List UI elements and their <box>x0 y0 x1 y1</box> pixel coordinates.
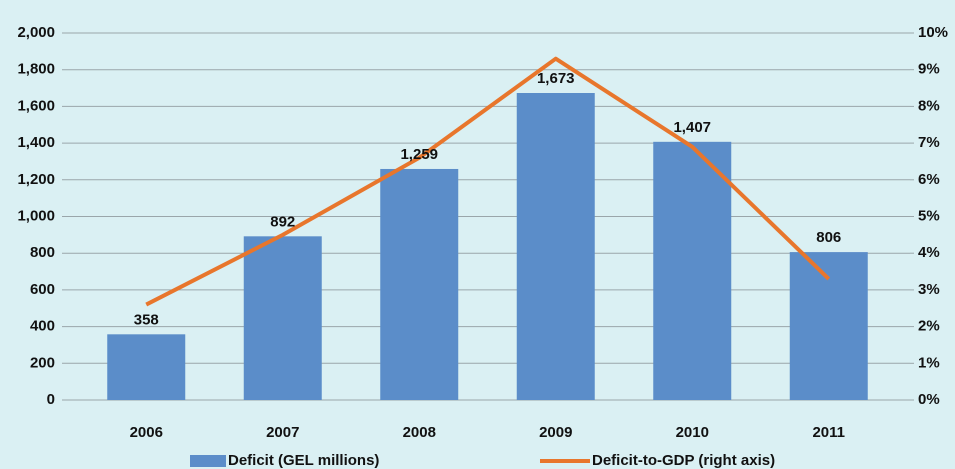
y2-tick-label: 1% <box>918 354 940 371</box>
x-tick-label: 2007 <box>266 424 299 441</box>
legend-label: Deficit (GEL millions) <box>228 452 379 469</box>
y-tick-label: 0 <box>47 391 55 408</box>
y2-tick-label: 10% <box>918 24 948 41</box>
bar <box>789 252 868 400</box>
y-tick-label: 1,800 <box>17 61 55 78</box>
y-tick-label: 200 <box>30 354 55 371</box>
data-label: 1,259 <box>400 146 438 163</box>
y-tick-label: 1,600 <box>17 97 55 114</box>
data-label: 892 <box>270 213 295 230</box>
x-tick-label: 2008 <box>403 424 436 441</box>
y2-tick-label: 9% <box>918 61 940 78</box>
data-label: 1,407 <box>673 119 711 136</box>
bar <box>243 236 322 400</box>
bar <box>107 334 186 400</box>
y-tick-label: 600 <box>30 281 55 298</box>
bar <box>516 93 595 400</box>
y2-tick-label: 0% <box>918 391 940 408</box>
data-label: 1,673 <box>537 70 575 87</box>
legend-label: Deficit-to-GDP (right axis) <box>592 452 775 469</box>
y-tick-label: 1,000 <box>17 207 55 224</box>
x-tick-label: 2010 <box>676 424 709 441</box>
y-tick-label: 1,200 <box>17 171 55 188</box>
bar <box>653 141 732 401</box>
y2-tick-label: 6% <box>918 171 940 188</box>
legend-swatch <box>190 455 226 467</box>
data-label: 806 <box>816 229 841 246</box>
y2-tick-label: 3% <box>918 281 940 298</box>
y2-tick-label: 2% <box>918 318 940 335</box>
line <box>145 56 831 307</box>
y-tick-label: 1,400 <box>17 134 55 151</box>
bar <box>380 168 459 400</box>
data-label: 358 <box>134 311 159 328</box>
y-tick-label: 2,000 <box>17 24 55 41</box>
y2-tick-label: 7% <box>918 134 940 151</box>
y2-tick-label: 5% <box>918 207 940 224</box>
y2-tick-label: 8% <box>918 97 940 114</box>
x-tick-label: 2006 <box>130 424 163 441</box>
y-tick-label: 800 <box>30 244 55 261</box>
y-tick-label: 400 <box>30 318 55 335</box>
y2-tick-label: 4% <box>918 244 940 261</box>
x-tick-label: 2011 <box>812 424 845 441</box>
x-tick-label: 2009 <box>539 424 572 441</box>
